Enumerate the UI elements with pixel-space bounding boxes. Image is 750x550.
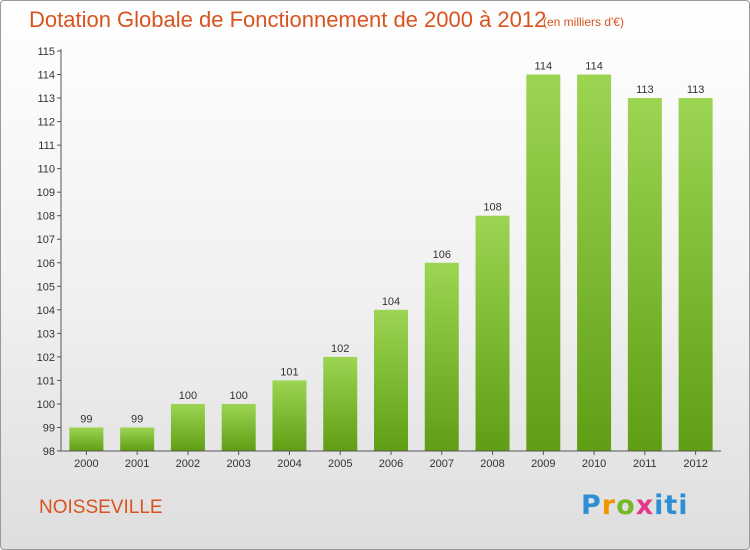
y-tick-label: 111: [38, 140, 55, 152]
bar-2006: [374, 309, 408, 451]
bar-value-label: 114: [535, 61, 553, 73]
y-tick-label: 114: [37, 70, 55, 82]
unit-label: (en milliers d'€): [543, 15, 624, 29]
x-tick-label: 2004: [277, 458, 301, 470]
x-tick-label: 2011: [633, 458, 657, 470]
y-tick-label: 98: [43, 446, 55, 458]
y-tick-label: 109: [37, 187, 55, 199]
bar-value-label: 113: [687, 84, 705, 96]
x-tick-label: 2000: [74, 458, 98, 470]
bars: 99 99 100 100 101 102 104 106 108 114 114 113 113: [69, 61, 713, 451]
y-tick-label: 104: [37, 305, 55, 317]
x-tick-label: 2003: [226, 458, 250, 470]
bar-2002: [170, 403, 205, 451]
y-tick-label: 106: [37, 258, 55, 270]
bar-2011: [627, 98, 662, 451]
bar-2012: [678, 98, 713, 451]
y-tick-label: 108: [37, 211, 55, 223]
x-tick-label: 2002: [176, 458, 200, 470]
x-tick-label: 2006: [379, 458, 403, 470]
x-tick-label: 2007: [430, 458, 454, 470]
x-tick-label: 2012: [683, 458, 707, 470]
bar-value-label: 101: [280, 366, 298, 378]
x-tick-label: 2009: [531, 458, 555, 470]
bar-value-label: 108: [483, 202, 501, 214]
y-tick-label: 115: [37, 46, 55, 58]
y-tick-label: 107: [37, 234, 55, 246]
y-axis: 98 99 100 101 102 103 104 105 106 107 108 109 110 111…: [37, 46, 62, 458]
y-tick-label: 100: [37, 399, 55, 411]
y-tick-label: 112: [37, 117, 55, 129]
bar-value-label: 99: [131, 413, 143, 425]
bar-2001: [120, 427, 155, 451]
bar-2010: [577, 74, 612, 451]
x-axis: 2000 2001 2002 2003 2004 2005 2006 2007 2008 2009…: [61, 450, 721, 470]
commune-name: NOISSEVILLE: [39, 497, 163, 518]
bar-2005: [323, 356, 358, 451]
bar-2000: [69, 427, 104, 451]
bar-2009: [526, 74, 561, 451]
bar-value-label: 99: [80, 413, 92, 425]
x-tick-label: 2001: [125, 458, 149, 470]
bar-value-label: 100: [179, 390, 197, 402]
bar-value-label: 100: [230, 390, 248, 402]
bar-value-label: 104: [382, 296, 400, 308]
bar-value-label: 113: [636, 84, 654, 96]
bar-value-label: 106: [433, 249, 451, 261]
bar-2008: [475, 215, 510, 451]
bar-2003: [221, 403, 256, 451]
x-tick-label: 2010: [582, 458, 606, 470]
y-tick-label: 113: [37, 93, 55, 105]
bar-value-label: 102: [331, 343, 349, 355]
y-tick-label: 102: [37, 352, 55, 364]
chart-title: Dotation Globale de Fonctionnement de 20…: [29, 7, 547, 32]
bar-2004: [272, 380, 307, 451]
x-tick-label: 2005: [328, 458, 352, 470]
y-tick-label: 105: [37, 281, 55, 293]
bar-2007: [424, 262, 459, 451]
bar-value-label: 114: [585, 61, 603, 73]
y-tick-label: 101: [37, 375, 55, 387]
x-tick-label: 2008: [480, 458, 504, 470]
y-tick-label: 99: [43, 422, 55, 434]
proxiti-logo[interactable]: Proxiti: [581, 490, 689, 521]
y-tick-label: 110: [37, 164, 55, 176]
y-tick-label: 103: [37, 328, 55, 340]
